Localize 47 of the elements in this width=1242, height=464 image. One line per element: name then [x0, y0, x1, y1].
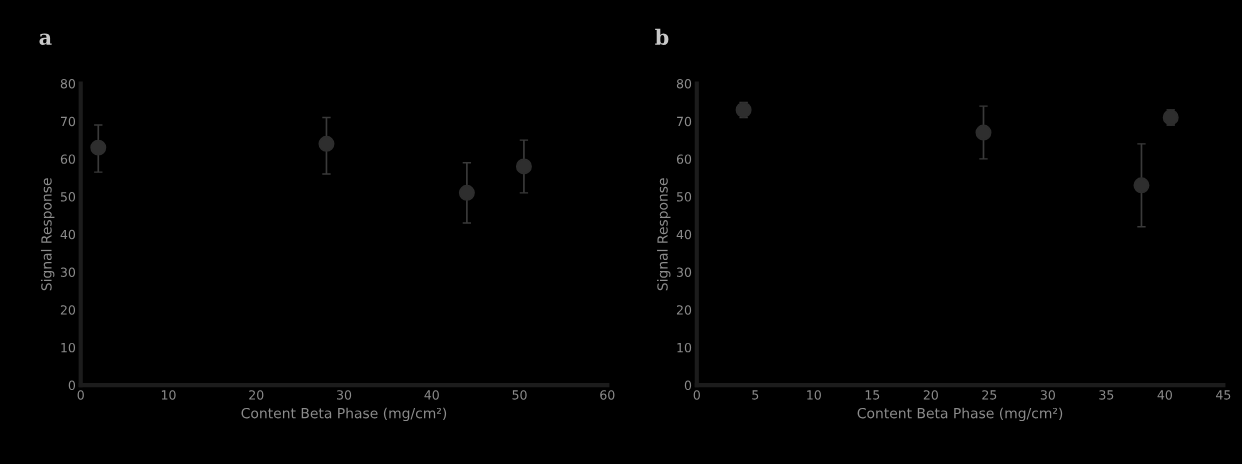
x-tick-label: 10: [161, 390, 176, 400]
x-tick-label: 50: [512, 390, 527, 400]
x-tick-label: 0: [693, 390, 700, 400]
y-tick-label: 0: [68, 380, 76, 391]
y-tick-label: 60: [676, 154, 692, 164]
x-axis-title: Content Beta Phase (mg/cm²): [241, 407, 447, 422]
x-tick-label: 20: [249, 390, 264, 400]
y-tick-label: 60: [60, 154, 76, 164]
y-tick-label: 30: [676, 267, 692, 277]
point: [975, 124, 992, 141]
point: [1133, 177, 1150, 194]
y-tick-label: 50: [677, 192, 692, 202]
point: [90, 139, 107, 156]
x-tick-label: 40: [1157, 390, 1172, 400]
x-tick-label: 25: [982, 390, 997, 400]
y-tick-label: 20: [676, 305, 692, 315]
y-tick-label: 40: [60, 229, 76, 240]
x-tick-label: 35: [1099, 390, 1114, 400]
chart-title: b: [655, 28, 669, 45]
y-tick-label: 50: [60, 192, 76, 202]
y-tick-label: 40: [676, 229, 692, 240]
x-tick-label: 30: [337, 390, 352, 400]
y-tick-label: 10: [677, 342, 692, 353]
x-tick-label: 60: [600, 390, 615, 400]
point: [515, 158, 532, 175]
y-tick-label: 80: [676, 78, 692, 89]
y-axis-title: Signal Response: [40, 178, 55, 291]
y-tick-label: 10: [61, 342, 76, 353]
x-tick-label: 45: [1216, 390, 1231, 400]
y-tick-label: 80: [60, 78, 76, 89]
x-tick-label: 5: [752, 390, 759, 400]
x-tick-label: 10: [807, 390, 821, 400]
y-tick-label: 70: [677, 116, 692, 127]
point: [458, 184, 475, 201]
y-tick-label: 70: [60, 116, 76, 127]
y-tick-label: 20: [60, 305, 76, 315]
x-axis-title: Content Beta Phase (mg/cm²): [857, 407, 1063, 422]
x-tick-label: 20: [923, 390, 938, 400]
x-tick-label: 0: [77, 390, 84, 400]
x-tick-label: 40: [424, 390, 439, 400]
y-tick-label: 0: [684, 380, 692, 391]
x-tick-label: 15: [865, 390, 880, 400]
y-tick-label: 30: [60, 267, 76, 277]
y-axis-title: Signal Response: [657, 178, 671, 291]
chart-title: a: [39, 33, 52, 45]
point: [318, 135, 335, 152]
x-tick-label: 30: [1040, 390, 1055, 400]
